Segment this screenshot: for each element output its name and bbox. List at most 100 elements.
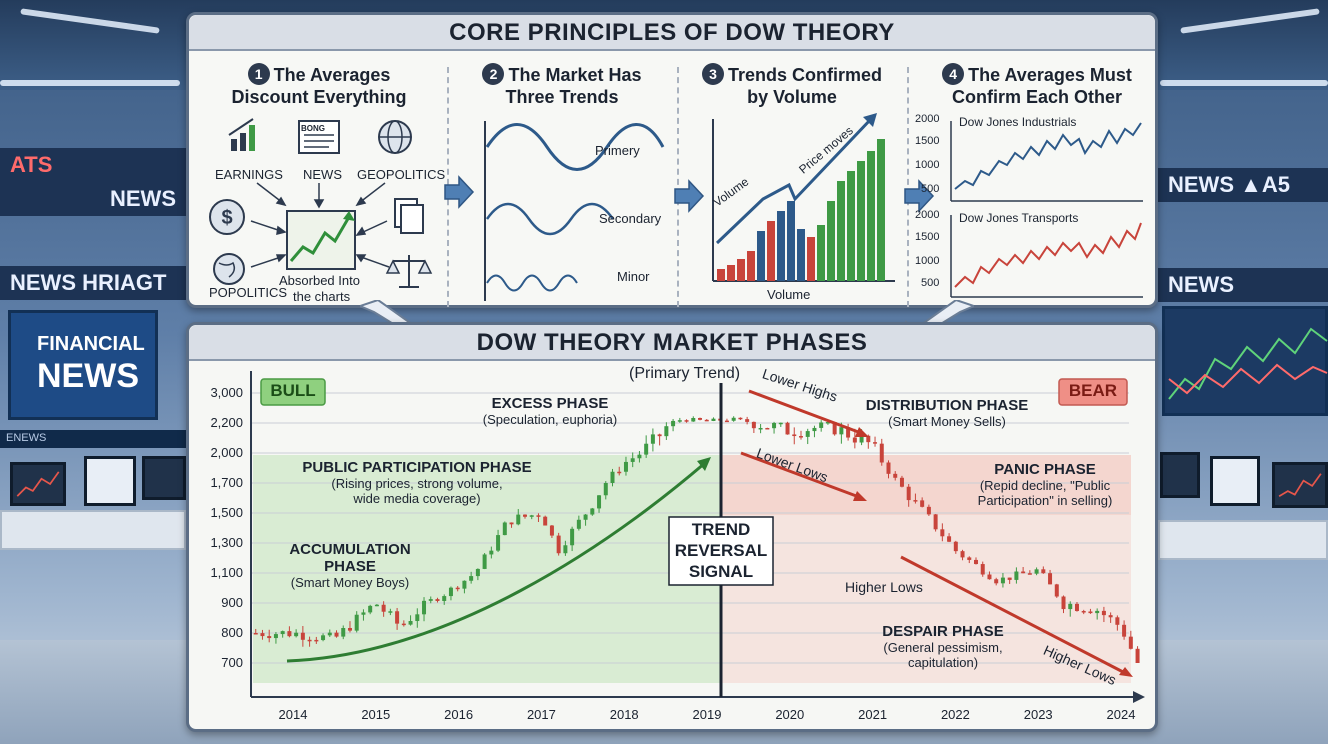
- candle-body: [819, 422, 824, 428]
- absorbed-label-line1: Absorbed Into: [279, 273, 360, 288]
- x-tick-label: 2014: [279, 707, 308, 722]
- newspaper-header-label: BONG: [301, 124, 325, 133]
- candle-body: [368, 605, 373, 613]
- ticker-left-top: ATS: [0, 148, 186, 182]
- candle-body: [1081, 611, 1086, 613]
- candle-body: [549, 525, 554, 536]
- despair-phase: DESPAIR PHASE (General pessimism, capitu…: [861, 623, 1025, 670]
- volume-bars: [717, 139, 885, 281]
- candle-body: [879, 443, 884, 463]
- candle-body: [1027, 573, 1032, 575]
- x-tick-labels: 2014 2015 2016 2017 2018 2019 2020 2021 2022 2023…: [279, 707, 1136, 722]
- input-arrows: [250, 182, 390, 268]
- candle-body: [395, 611, 400, 624]
- principle-3: 3 Trends Confirmed by Volume: [677, 61, 907, 307]
- candle-body: [926, 506, 931, 515]
- bull-label: BULL: [270, 381, 316, 400]
- candle-body: [650, 434, 655, 444]
- public-title: PUBLIC PARTICIPATION PHASE: [302, 459, 532, 476]
- lower-lows-arrow: [740, 451, 860, 499]
- market-screen-right: [1162, 306, 1328, 416]
- transports-tick: 2000: [915, 209, 940, 221]
- candle-body: [1108, 615, 1113, 618]
- principle-3-title-line1: Trends Confirmed: [727, 65, 883, 85]
- candle-body: [415, 614, 420, 622]
- candle-body: [751, 421, 756, 429]
- candle-body: [1128, 636, 1133, 649]
- x-axis-arrowhead: [1133, 691, 1145, 703]
- x-tick-label: 2017: [527, 707, 556, 722]
- candle-body: [374, 604, 379, 607]
- candle-body: [307, 639, 312, 642]
- candle-body: [1014, 571, 1019, 580]
- desk-monitor: [142, 456, 186, 500]
- lower-highs-arrow: [748, 389, 862, 435]
- column-divider: [677, 67, 679, 307]
- candle-body: [610, 471, 615, 483]
- candle-body: [859, 435, 864, 443]
- candle-body: [852, 437, 857, 443]
- candle-body: [381, 604, 386, 612]
- candle-body: [953, 541, 958, 552]
- candle-body: [933, 514, 938, 530]
- ticker-left-small: ENEWS: [0, 430, 186, 448]
- candle-body: [873, 442, 878, 444]
- candle-body: [745, 419, 750, 422]
- desk-right: [1158, 520, 1328, 560]
- industrials-tick: 500: [921, 183, 940, 195]
- candle-body: [664, 426, 669, 437]
- flow-arrow-icon: [674, 179, 705, 213]
- principle-1-title-line2: Discount Everything: [231, 87, 407, 107]
- principle-4-title-line2: Confirm Each Other: [951, 87, 1123, 107]
- candle-body: [361, 612, 366, 615]
- principle-4-title-line1: The Averages Must: [968, 65, 1132, 85]
- bull-zone: [253, 455, 721, 683]
- candle-body: [448, 587, 453, 597]
- candle-body: [792, 434, 797, 437]
- candle-body: [778, 422, 783, 425]
- newspaper-icon: [298, 120, 340, 154]
- industrials-label: Dow Jones Industrials: [959, 115, 1077, 129]
- accumulation-phase: ACCUMULATION PHASE (Smart Money Boys): [275, 541, 425, 590]
- public-desc-line1: (Rising prices, strong volume,: [331, 476, 503, 491]
- market-phases-chart: 3,000 2,200 2,000 1,700 1,500 1,300 1,100 900 80…: [210, 371, 1145, 722]
- price-trend-line: [715, 117, 873, 245]
- accumulation-desc: (Smart Money Boys): [290, 575, 410, 590]
- principle-1-title-line1: The Averages: [273, 65, 391, 85]
- market-phases-title: DOW THEORY MARKET PHASES: [189, 325, 1155, 361]
- candle-body: [960, 551, 965, 558]
- candle-body: [475, 568, 480, 577]
- candle-body: [455, 587, 460, 590]
- candle-body: [597, 495, 602, 509]
- candle-body: [805, 431, 810, 437]
- candle-body: [913, 500, 918, 502]
- desk-monitor: [10, 462, 66, 506]
- candle-body: [522, 514, 527, 517]
- desk-monitor: [1272, 462, 1328, 508]
- candle-body: [704, 419, 709, 422]
- reversal-line3: SIGNAL: [688, 562, 754, 581]
- candle-body: [590, 508, 595, 515]
- candle-body: [1061, 596, 1066, 610]
- candle-body: [442, 596, 447, 601]
- financial-news-screen: FINANCIAL NEWS: [8, 310, 158, 420]
- candle-body: [1068, 603, 1073, 610]
- y-tick-label: 900: [221, 595, 243, 610]
- principle-4-heading: 4 The Averages Must Confirm Each Other: [919, 63, 1155, 108]
- principle-2-heading: 2 The Market Has Three Trends: [457, 63, 667, 108]
- panic-title: PANIC PHASE: [994, 461, 1096, 478]
- candle-body: [738, 417, 743, 420]
- excess-title: EXCESS PHASE: [491, 395, 609, 412]
- candle-body: [947, 536, 952, 542]
- secondary-label: Secondary: [599, 211, 662, 226]
- candle-body: [684, 420, 689, 422]
- transports-tick: 1500: [915, 231, 940, 243]
- candle-body: [980, 564, 985, 575]
- candle-body: [798, 436, 803, 438]
- svg-text:$: $: [221, 207, 232, 229]
- candle-body: [462, 580, 467, 589]
- bear-box: [1058, 378, 1128, 406]
- discount-everything-diagram: $: [209, 118, 433, 288]
- candle-body: [724, 420, 729, 423]
- candle-body: [906, 486, 911, 501]
